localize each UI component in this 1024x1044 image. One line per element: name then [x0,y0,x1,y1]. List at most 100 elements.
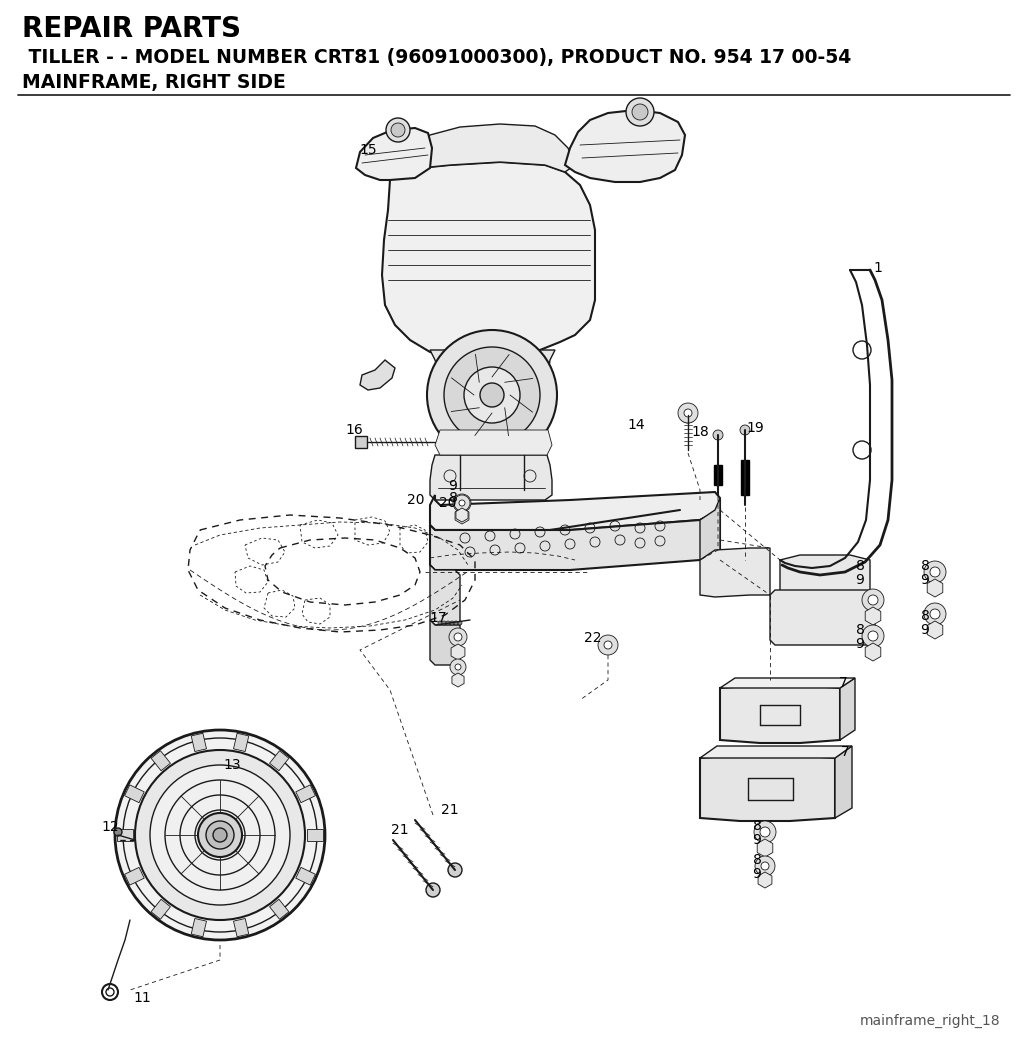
Polygon shape [700,498,720,560]
Text: 1: 1 [873,261,883,275]
Circle shape [123,738,317,932]
Circle shape [442,621,446,625]
Polygon shape [758,872,772,888]
Polygon shape [296,868,315,885]
Circle shape [449,628,467,646]
Polygon shape [269,899,289,920]
Text: 14: 14 [627,418,645,432]
Circle shape [740,425,750,435]
Text: 18: 18 [691,425,709,438]
Circle shape [150,765,290,905]
Polygon shape [430,350,555,435]
Polygon shape [269,751,289,770]
Text: 9: 9 [856,573,864,587]
Text: 9: 9 [449,479,458,493]
Circle shape [464,367,520,423]
Circle shape [754,821,776,843]
Text: 16: 16 [345,423,362,437]
Polygon shape [770,590,874,645]
Text: 8: 8 [753,853,762,867]
Circle shape [713,430,723,440]
Text: mainframe_right_18: mainframe_right_18 [859,1014,1000,1028]
Text: 13: 13 [223,758,241,772]
Circle shape [115,730,325,940]
Circle shape [930,567,940,577]
Polygon shape [865,607,881,625]
Polygon shape [296,785,315,803]
Polygon shape [456,508,468,522]
Polygon shape [451,644,465,660]
Polygon shape [400,124,575,172]
Text: 8: 8 [921,559,930,573]
Polygon shape [700,548,770,597]
Polygon shape [233,919,249,936]
Circle shape [427,330,557,460]
Polygon shape [356,128,432,180]
Circle shape [454,621,458,625]
Text: 8: 8 [753,818,762,833]
Polygon shape [191,733,207,752]
Circle shape [450,659,466,675]
Circle shape [678,403,698,423]
Polygon shape [840,678,855,740]
Polygon shape [455,508,469,524]
Circle shape [206,821,234,849]
Circle shape [626,98,654,126]
Circle shape [426,883,440,897]
Text: 7: 7 [841,745,849,759]
Polygon shape [720,685,840,743]
Circle shape [604,641,612,649]
Text: REPAIR PARTS: REPAIR PARTS [22,15,241,43]
Circle shape [632,104,648,120]
Circle shape [391,123,406,137]
Circle shape [480,383,504,407]
Polygon shape [780,555,870,600]
Polygon shape [865,643,881,661]
Circle shape [454,495,470,511]
Text: 17: 17 [429,611,446,625]
Polygon shape [720,678,855,688]
Polygon shape [125,868,144,885]
Text: 11: 11 [133,991,151,1005]
Circle shape [114,828,122,836]
Bar [714,465,722,485]
Polygon shape [152,751,170,770]
Polygon shape [835,746,852,818]
Polygon shape [307,829,323,841]
Text: 12: 12 [101,820,119,834]
Text: TILLER - - MODEL NUMBER CRT81 (96091000300), PRODUCT NO. 954 17 00-54: TILLER - - MODEL NUMBER CRT81 (960910003… [22,48,851,67]
Polygon shape [700,746,852,758]
Polygon shape [700,755,835,821]
Polygon shape [360,360,395,390]
Circle shape [862,625,884,647]
Circle shape [213,828,227,843]
Text: 20: 20 [439,496,457,511]
Text: 21: 21 [391,823,409,837]
Circle shape [459,500,465,506]
Bar [741,460,749,495]
Polygon shape [927,621,943,639]
Polygon shape [430,492,720,530]
Text: 9: 9 [921,573,930,587]
Text: 21: 21 [441,803,459,817]
Text: 9: 9 [856,637,864,651]
Text: 9: 9 [753,833,762,847]
Text: 15: 15 [359,143,377,157]
Circle shape [135,750,305,920]
Polygon shape [152,899,170,920]
Text: 22: 22 [585,631,602,645]
Polygon shape [191,919,207,936]
Text: 8: 8 [856,623,864,637]
Text: 7: 7 [839,677,848,690]
Polygon shape [927,579,943,597]
Circle shape [680,407,696,423]
Polygon shape [430,565,460,625]
Text: 8: 8 [856,559,864,573]
Circle shape [761,862,769,870]
Circle shape [684,409,692,417]
Circle shape [930,609,940,619]
Circle shape [598,635,618,655]
Polygon shape [565,110,685,182]
Circle shape [453,494,471,512]
Circle shape [924,561,946,583]
